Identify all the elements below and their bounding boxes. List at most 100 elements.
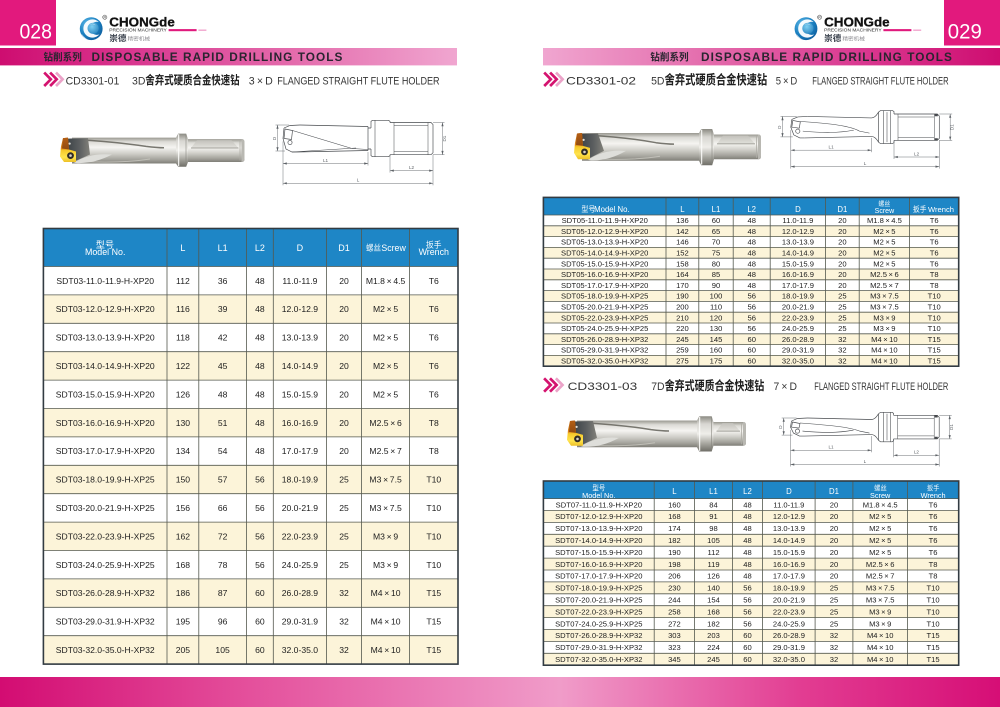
svg-text:146: 146 (676, 238, 689, 247)
svg-text:25: 25 (830, 619, 838, 628)
svg-text:323: 323 (668, 643, 681, 652)
svg-text:20: 20 (830, 536, 838, 545)
svg-text:25: 25 (339, 503, 349, 513)
svg-text:T6: T6 (429, 389, 439, 399)
svg-text:SDT05-29.0-31.9-H-XP32: SDT05-29.0-31.9-H-XP32 (561, 346, 648, 355)
svg-text:24.0-25.9: 24.0-25.9 (782, 324, 814, 333)
svg-text:L2: L2 (914, 450, 920, 455)
svg-text:48: 48 (255, 361, 265, 371)
svg-text:SDT03-20.0-21.9-H-XP25: SDT03-20.0-21.9-H-XP25 (56, 503, 155, 513)
svg-text:245: 245 (707, 655, 720, 664)
svg-text:SDT03-17.0-17.9-H-XP20: SDT03-17.0-17.9-H-XP20 (56, 446, 155, 456)
svg-text:22.0-23.9: 22.0-23.9 (282, 531, 319, 541)
svg-text:M3 × 9: M3 × 9 (869, 607, 891, 616)
svg-text:24.0-25.9: 24.0-25.9 (282, 560, 319, 570)
svg-text:136: 136 (676, 216, 689, 225)
svg-text:SDT07-12.0-12.9-H-XP20: SDT07-12.0-12.9-H-XP20 (555, 512, 642, 521)
svg-text:98: 98 (709, 524, 717, 533)
svg-text:60: 60 (743, 655, 751, 664)
svg-text:T10: T10 (426, 475, 441, 485)
svg-text:SDT05-24.0-25.9-H-XP25: SDT05-24.0-25.9-H-XP25 (561, 324, 648, 333)
svg-text:91: 91 (709, 512, 717, 521)
svg-text:T8: T8 (429, 418, 439, 428)
svg-text:36: 36 (218, 276, 228, 286)
svg-text:20: 20 (830, 548, 838, 557)
svg-text:L: L (680, 205, 685, 214)
svg-text:20: 20 (838, 249, 846, 258)
svg-text:25: 25 (339, 475, 349, 485)
svg-text:SDT07-14.0-14.9-H-XP20: SDT07-14.0-14.9-H-XP20 (555, 536, 642, 545)
svg-text:T15: T15 (426, 645, 441, 655)
svg-text:T8: T8 (429, 446, 439, 456)
svg-text:100: 100 (710, 292, 723, 301)
svg-text:SDT07-15.0-15.9-H-XP20: SDT07-15.0-15.9-H-XP20 (555, 548, 642, 557)
svg-text:154: 154 (707, 596, 720, 605)
svg-text:T10: T10 (928, 313, 941, 322)
svg-text:T6: T6 (429, 361, 439, 371)
svg-text:130: 130 (176, 418, 191, 428)
svg-text:L1: L1 (709, 487, 718, 496)
svg-text:48: 48 (255, 418, 265, 428)
svg-text:272: 272 (668, 619, 681, 628)
svg-text:182: 182 (668, 536, 681, 545)
svg-text:D1: D1 (837, 205, 847, 214)
svg-text:20: 20 (339, 361, 349, 371)
svg-text:18.0-19.9: 18.0-19.9 (782, 292, 814, 301)
svg-text:M3 × 7.5: M3 × 7.5 (369, 475, 402, 485)
svg-text:32: 32 (830, 631, 838, 640)
svg-text:M2 × 5: M2 × 5 (869, 512, 891, 521)
svg-text:175: 175 (710, 357, 723, 366)
svg-text:60: 60 (747, 346, 755, 355)
svg-text:D1: D1 (950, 124, 955, 130)
svg-text:32: 32 (339, 588, 349, 598)
svg-text:L: L (864, 161, 867, 166)
svg-text:20: 20 (339, 333, 349, 343)
svg-text:DISPOSABLE RAPID DRILLING TOOL: DISPOSABLE RAPID DRILLING TOOLS (92, 50, 344, 64)
svg-text:T10: T10 (426, 531, 441, 541)
svg-text:T15: T15 (928, 346, 941, 355)
svg-text:SDT03-22.0-23.9-H-XP25: SDT03-22.0-23.9-H-XP25 (56, 531, 155, 541)
svg-text:M2 × 5: M2 × 5 (873, 227, 895, 236)
svg-text:SDT05-14.0-14.9-H-XP20: SDT05-14.0-14.9-H-XP20 (561, 249, 648, 258)
svg-text:162: 162 (176, 531, 191, 541)
svg-text:22.0-23.9: 22.0-23.9 (782, 313, 814, 322)
svg-text:5D: 5D (651, 75, 664, 87)
svg-text:25: 25 (830, 607, 838, 616)
svg-text:T6: T6 (930, 259, 939, 268)
svg-text:SDT05-20.0-21.9-H-XP25: SDT05-20.0-21.9-H-XP25 (561, 303, 648, 312)
svg-text:32.0-35.0: 32.0-35.0 (773, 655, 805, 664)
svg-text:13.0-13.9: 13.0-13.9 (782, 238, 814, 247)
svg-text:20: 20 (830, 500, 838, 509)
svg-text:DISPOSABLE RAPID DRILLING TOOL: DISPOSABLE RAPID DRILLING TOOLS (701, 50, 953, 64)
svg-text:170: 170 (676, 281, 689, 290)
svg-text:70: 70 (712, 238, 720, 247)
svg-text:160: 160 (710, 346, 723, 355)
svg-text:112: 112 (707, 548, 719, 557)
svg-text:20: 20 (339, 304, 349, 314)
svg-text:M3 × 7.5: M3 × 7.5 (870, 303, 899, 312)
svg-text:210: 210 (676, 313, 689, 322)
svg-text:11.0-11.9: 11.0-11.9 (782, 216, 813, 225)
svg-text:T8: T8 (929, 560, 938, 569)
svg-text:32: 32 (339, 617, 349, 627)
svg-text:56: 56 (743, 584, 751, 593)
svg-text:T10: T10 (928, 324, 941, 333)
svg-text:48: 48 (255, 276, 265, 286)
svg-text:T15: T15 (426, 588, 441, 598)
svg-text:3 × D: 3 × D (249, 75, 273, 87)
svg-text:CD3301-01: CD3301-01 (66, 75, 120, 87)
svg-text:FLANGED STRAIGHT FLUTE HOLDER: FLANGED STRAIGHT FLUTE HOLDER (812, 75, 948, 87)
svg-text:56: 56 (747, 313, 755, 322)
svg-text:32: 32 (838, 346, 846, 355)
svg-text:200: 200 (676, 303, 689, 312)
svg-text:M2 × 5: M2 × 5 (373, 389, 398, 399)
svg-text:15.0-15.9: 15.0-15.9 (282, 389, 319, 399)
svg-text:60: 60 (747, 357, 755, 366)
svg-text:20: 20 (339, 389, 349, 399)
svg-text:48: 48 (255, 389, 265, 399)
svg-text:SDT05-13.0-13.9-H-XP20: SDT05-13.0-13.9-H-XP20 (561, 238, 648, 247)
svg-text:Screw: Screw (870, 491, 891, 500)
svg-text:20: 20 (838, 216, 846, 225)
svg-text:T10: T10 (928, 292, 941, 301)
svg-text:Model No.: Model No. (594, 205, 630, 214)
